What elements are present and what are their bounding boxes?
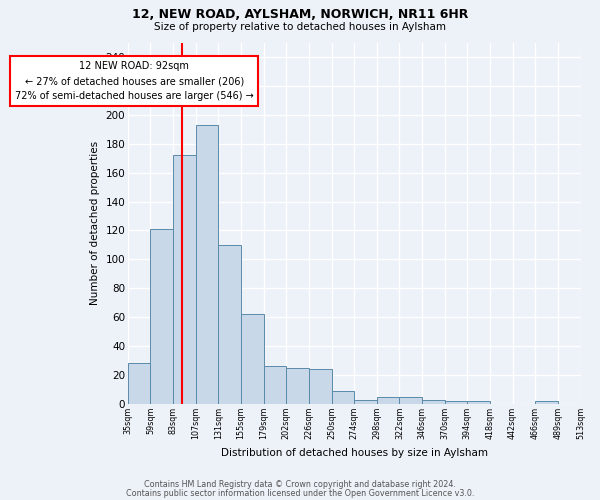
X-axis label: Distribution of detached houses by size in Aylsham: Distribution of detached houses by size … [221,448,488,458]
Bar [128,364,151,404]
Bar [196,125,218,404]
Bar [309,369,332,404]
Bar [263,366,286,404]
Bar [286,368,309,404]
Text: 12, NEW ROAD, AYLSHAM, NORWICH, NR11 6HR: 12, NEW ROAD, AYLSHAM, NORWICH, NR11 6HR [132,8,468,20]
Text: Contains public sector information licensed under the Open Government Licence v3: Contains public sector information licen… [126,488,474,498]
Text: Contains HM Land Registry data © Crown copyright and database right 2024.: Contains HM Land Registry data © Crown c… [144,480,456,489]
Bar [467,401,490,404]
Bar [445,401,467,404]
Bar [422,400,445,404]
Bar [535,401,558,404]
Bar [241,314,263,404]
Bar [354,400,377,404]
Bar [151,229,173,404]
Bar [400,396,422,404]
Text: 12 NEW ROAD: 92sqm
← 27% of detached houses are smaller (206)
72% of semi-detach: 12 NEW ROAD: 92sqm ← 27% of detached hou… [15,62,254,101]
Bar [377,396,400,404]
Text: Size of property relative to detached houses in Aylsham: Size of property relative to detached ho… [154,22,446,32]
Y-axis label: Number of detached properties: Number of detached properties [90,141,100,306]
Bar [173,156,196,404]
Bar [332,391,354,404]
Bar [218,245,241,404]
